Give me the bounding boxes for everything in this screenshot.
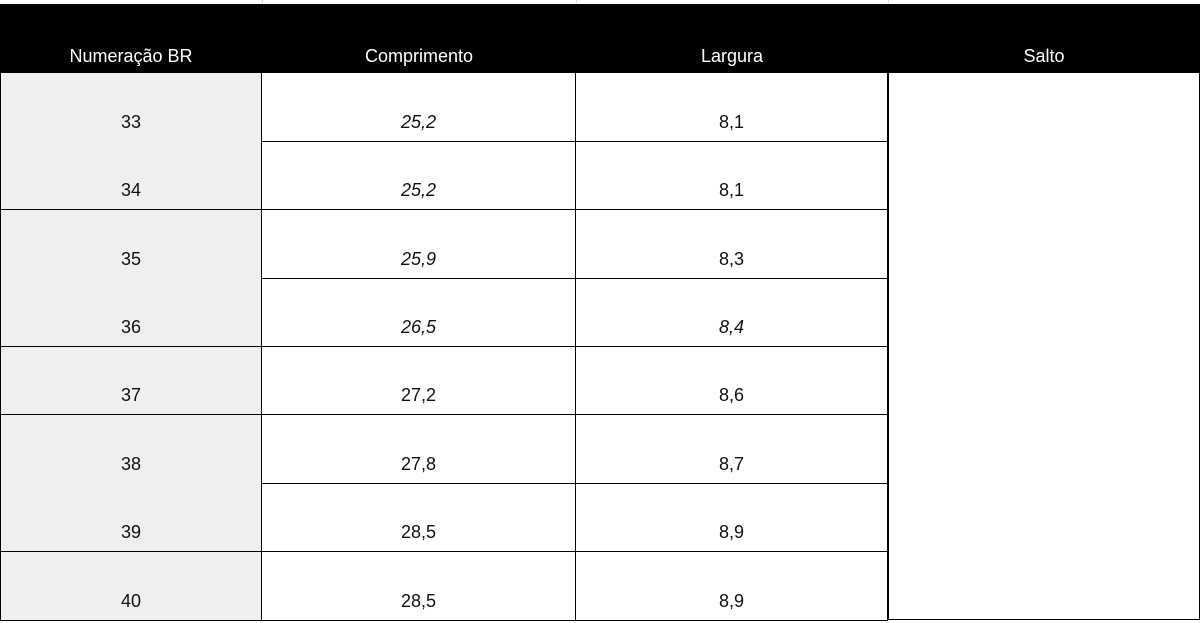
table-cell: 25,2 <box>262 73 576 142</box>
table-cell: 8,9 <box>576 483 888 553</box>
table-cell: 33 <box>0 73 262 142</box>
table-cell: 8,9 <box>576 551 888 621</box>
salto-cell <box>888 73 1200 621</box>
gridline <box>576 0 577 4</box>
header-cell: Largura <box>576 4 888 73</box>
table-cell: 40 <box>0 551 262 621</box>
table-cell: 26,5 <box>262 278 576 348</box>
table-cell: 35 <box>0 209 262 279</box>
table-cell: 25,9 <box>262 209 576 279</box>
table-cell: 27,2 <box>262 346 576 416</box>
table-cell: 28,5 <box>262 551 576 621</box>
table-cell: 37 <box>0 346 262 416</box>
table-cell: 39 <box>0 483 262 553</box>
header-cell: Comprimento <box>262 4 576 73</box>
table-cell: 36 <box>0 278 262 348</box>
gridline <box>888 0 889 4</box>
header-cell: Numeração BR <box>0 4 262 73</box>
table-cell: 8,4 <box>576 278 888 348</box>
table-cell: 8,1 <box>576 141 888 211</box>
table-cell: 25,2 <box>262 141 576 211</box>
table-cell: 38 <box>0 415 262 484</box>
table-cell: 27,8 <box>262 415 576 484</box>
table-cell: 8,1 <box>576 73 888 142</box>
table-cell: 34 <box>0 141 262 211</box>
table-cell: 28,5 <box>262 483 576 553</box>
table-cell: 8,3 <box>576 209 888 279</box>
table-cell: 8,7 <box>576 415 888 484</box>
table-cell: 8,6 <box>576 346 888 416</box>
gridline <box>262 0 263 4</box>
header-cell: Salto <box>888 4 1200 73</box>
